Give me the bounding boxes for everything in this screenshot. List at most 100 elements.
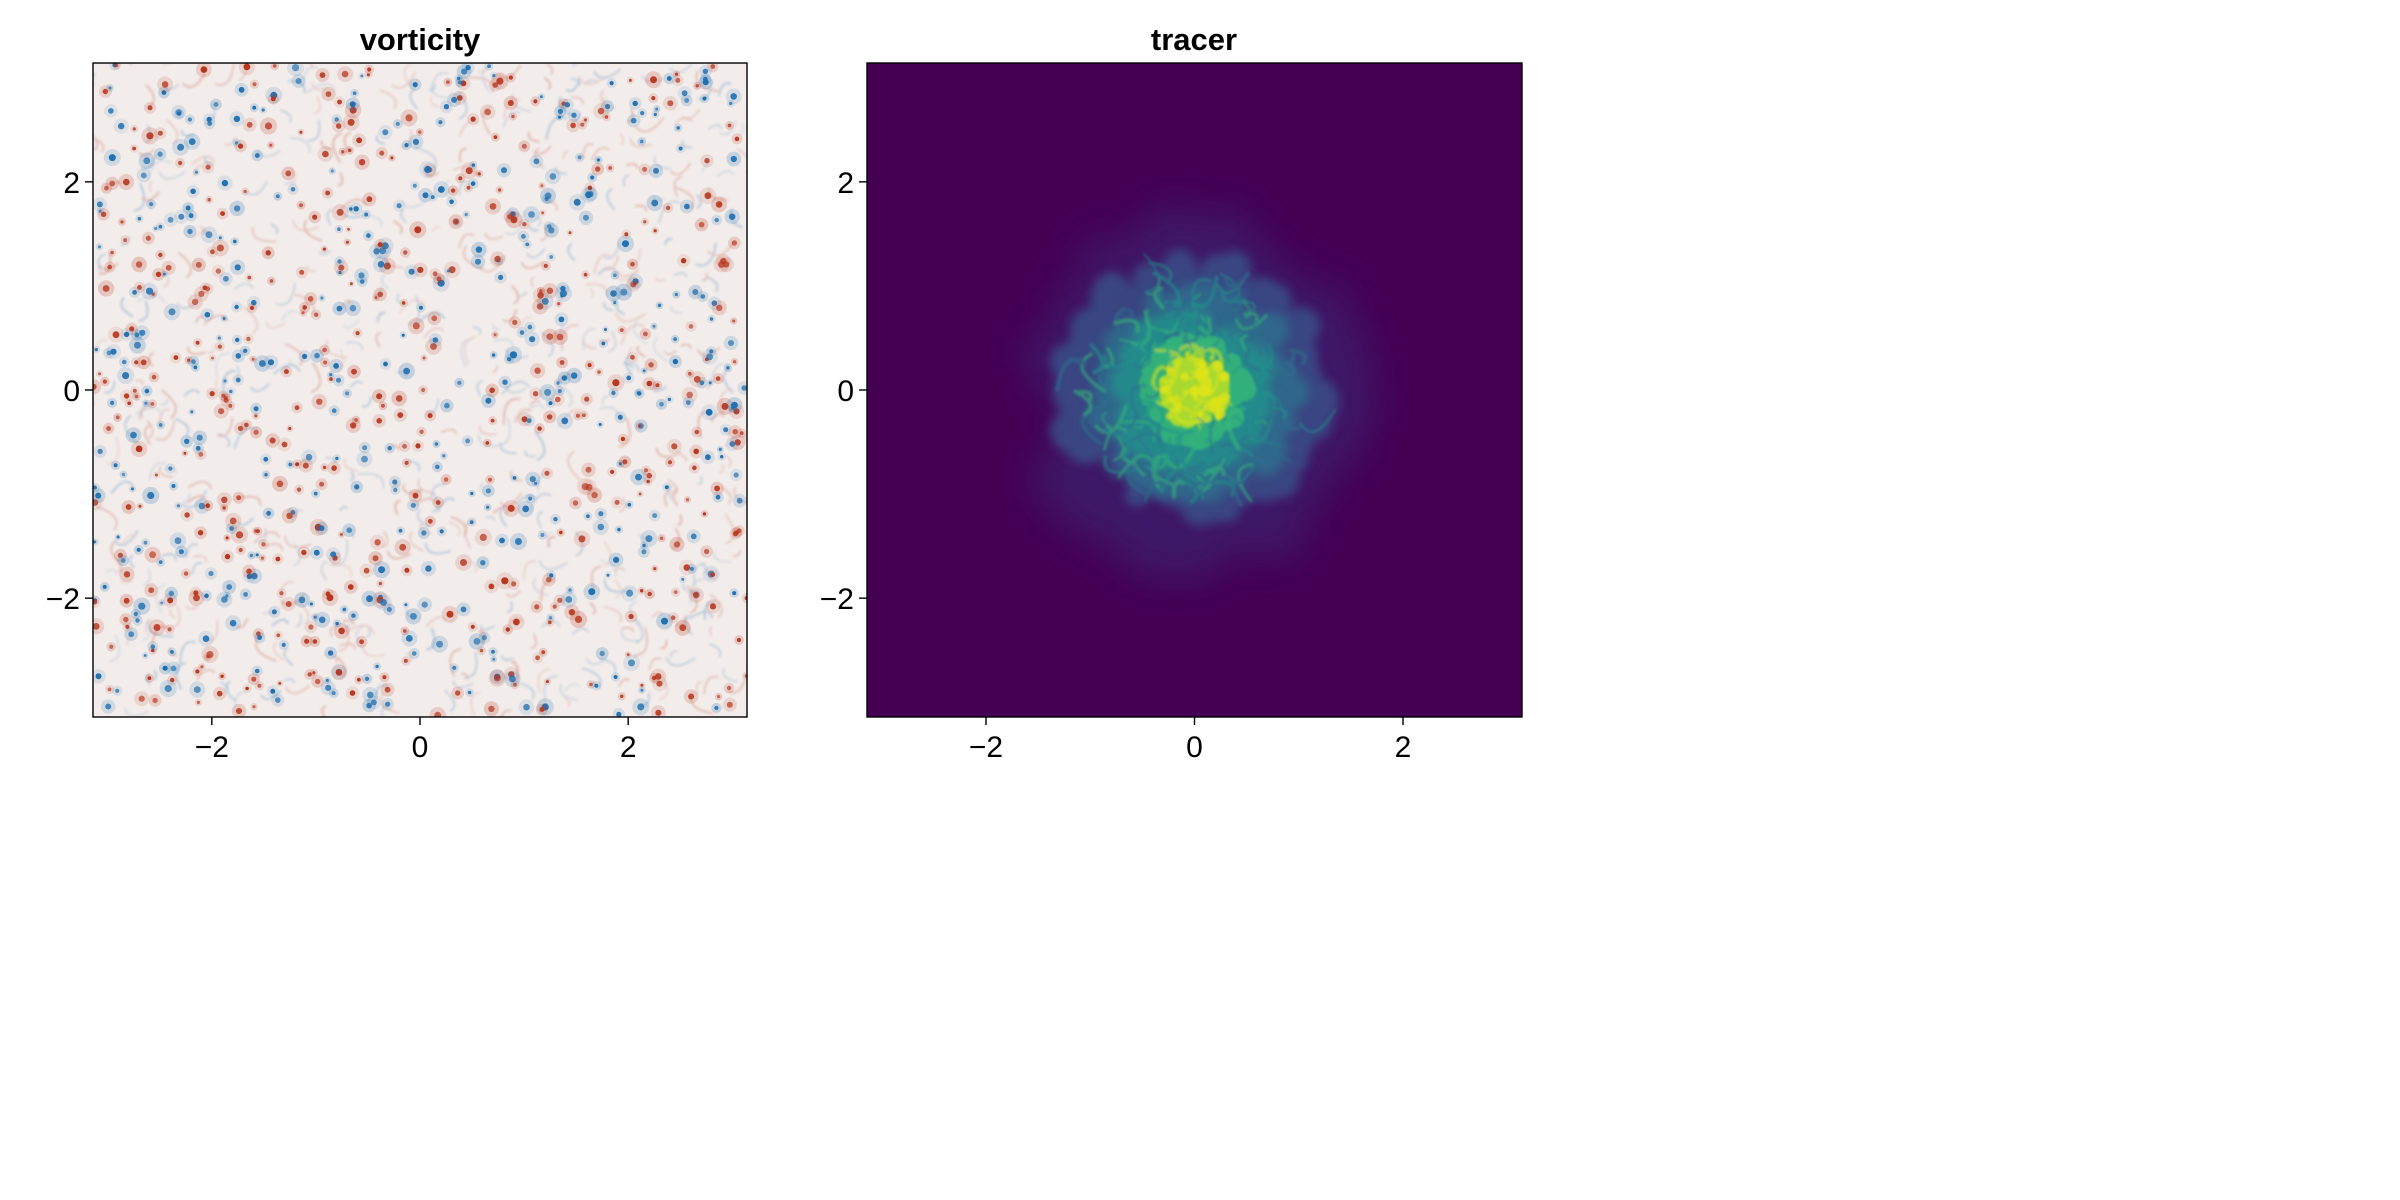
vortex-positive bbox=[541, 211, 545, 215]
vortex-positive bbox=[547, 414, 553, 420]
vorticity-filament bbox=[625, 163, 639, 170]
vortex-positive bbox=[446, 80, 450, 84]
vortex-negative bbox=[729, 101, 733, 106]
vorticity-filament bbox=[559, 385, 573, 408]
vortex-positive bbox=[341, 70, 349, 78]
tracer-blob bbox=[1260, 284, 1292, 315]
vorticity-filament bbox=[299, 459, 312, 465]
vortex-negative bbox=[705, 454, 711, 461]
vortex-negative bbox=[94, 348, 98, 352]
vortex-negative bbox=[588, 588, 596, 596]
vortex-negative bbox=[229, 526, 235, 531]
vortex-positive bbox=[253, 429, 259, 435]
vortex-positive bbox=[417, 266, 424, 273]
vorticity-filament bbox=[470, 560, 477, 573]
vortex-positive bbox=[210, 249, 215, 255]
tracer-blob bbox=[1273, 496, 1307, 529]
vortex-positive bbox=[197, 530, 204, 536]
vortex-positive bbox=[269, 437, 276, 444]
vorticity-filament bbox=[567, 450, 581, 480]
vortex-negative bbox=[729, 441, 736, 447]
vortex-negative bbox=[626, 589, 634, 597]
vortex-positive bbox=[132, 388, 137, 393]
vortex-positive bbox=[216, 690, 223, 697]
vorticity-filament bbox=[292, 219, 320, 231]
vortex-positive bbox=[367, 67, 372, 72]
vortex-negative bbox=[275, 194, 280, 199]
vortex-positive bbox=[299, 203, 303, 208]
vortex-negative bbox=[487, 64, 491, 68]
vortex-positive bbox=[222, 506, 226, 510]
vorticity-filament bbox=[195, 315, 205, 323]
vortex-positive bbox=[247, 275, 252, 280]
vorticity-filament bbox=[146, 160, 172, 181]
vortex-negative bbox=[597, 523, 605, 531]
vortex-negative bbox=[419, 305, 423, 310]
vortex-positive bbox=[137, 285, 142, 290]
vorticity-filament bbox=[673, 176, 683, 198]
vorticity-filament bbox=[720, 388, 733, 418]
vortex-negative bbox=[522, 505, 530, 513]
vortex-positive bbox=[123, 597, 130, 604]
vortex-negative bbox=[354, 484, 360, 490]
vortex-positive bbox=[323, 360, 328, 365]
vortex-positive bbox=[640, 589, 644, 593]
vorticity-filament bbox=[709, 643, 721, 658]
vorticity-filament bbox=[519, 682, 535, 700]
vortex-positive bbox=[338, 627, 345, 635]
vorticity-filament bbox=[138, 149, 155, 157]
vortex-negative bbox=[465, 64, 471, 71]
vorticity-filament bbox=[225, 680, 237, 702]
tracer-filament bbox=[1133, 413, 1146, 429]
tracer-filament bbox=[1152, 459, 1177, 487]
vortex-negative bbox=[392, 479, 398, 485]
vorticity-filament bbox=[187, 495, 207, 504]
vortex-negative bbox=[254, 668, 260, 674]
vortex-negative bbox=[235, 353, 242, 359]
vortex-positive bbox=[102, 88, 109, 95]
vortex-positive bbox=[285, 601, 292, 607]
vortex-negative bbox=[364, 676, 370, 681]
vorticity-filament bbox=[564, 696, 571, 707]
vortex-positive bbox=[715, 201, 723, 208]
vortex-negative bbox=[432, 337, 439, 343]
tracer-filament bbox=[1159, 292, 1185, 312]
vortex-negative bbox=[523, 703, 530, 711]
vortex-negative bbox=[464, 212, 468, 217]
vorticity-filament bbox=[492, 323, 500, 331]
vortex-negative bbox=[653, 112, 657, 117]
vortex-positive bbox=[158, 252, 163, 258]
vorticity-filament bbox=[431, 492, 439, 513]
vortex-negative bbox=[174, 537, 182, 545]
vortex-negative bbox=[533, 158, 540, 165]
vortex-negative bbox=[692, 289, 699, 295]
vortex-positive bbox=[572, 500, 579, 506]
vorticity-filament bbox=[654, 155, 672, 170]
tracer-filament bbox=[1225, 323, 1234, 337]
tracer-highlight bbox=[1215, 413, 1222, 421]
vorticity-filament bbox=[716, 170, 735, 177]
vortex-negative bbox=[587, 191, 594, 198]
vortex-positive bbox=[187, 358, 191, 362]
vortex-negative bbox=[105, 703, 112, 710]
vorticity-filament bbox=[135, 379, 144, 385]
vorticity-filament bbox=[314, 96, 321, 114]
tracer-filament bbox=[1144, 309, 1173, 333]
vorticity-filament bbox=[621, 627, 634, 633]
vorticity-filament bbox=[325, 457, 336, 465]
vortex-negative bbox=[617, 414, 623, 420]
vortex-positive bbox=[695, 84, 699, 88]
vortex-positive bbox=[714, 485, 720, 492]
vortex-positive bbox=[135, 261, 143, 268]
vorticity-filament bbox=[120, 236, 131, 246]
vortex-positive bbox=[651, 96, 656, 101]
vortex-negative bbox=[674, 292, 678, 297]
vortex-positive bbox=[559, 360, 565, 365]
tracer-filament bbox=[1117, 454, 1157, 479]
vorticity-filament bbox=[217, 417, 233, 437]
vorticity-filament bbox=[616, 269, 639, 277]
vorticity-filament bbox=[284, 343, 303, 366]
vortex-negative bbox=[549, 173, 557, 180]
vorticity-filament bbox=[258, 528, 267, 543]
vorticity-filament bbox=[703, 601, 715, 620]
